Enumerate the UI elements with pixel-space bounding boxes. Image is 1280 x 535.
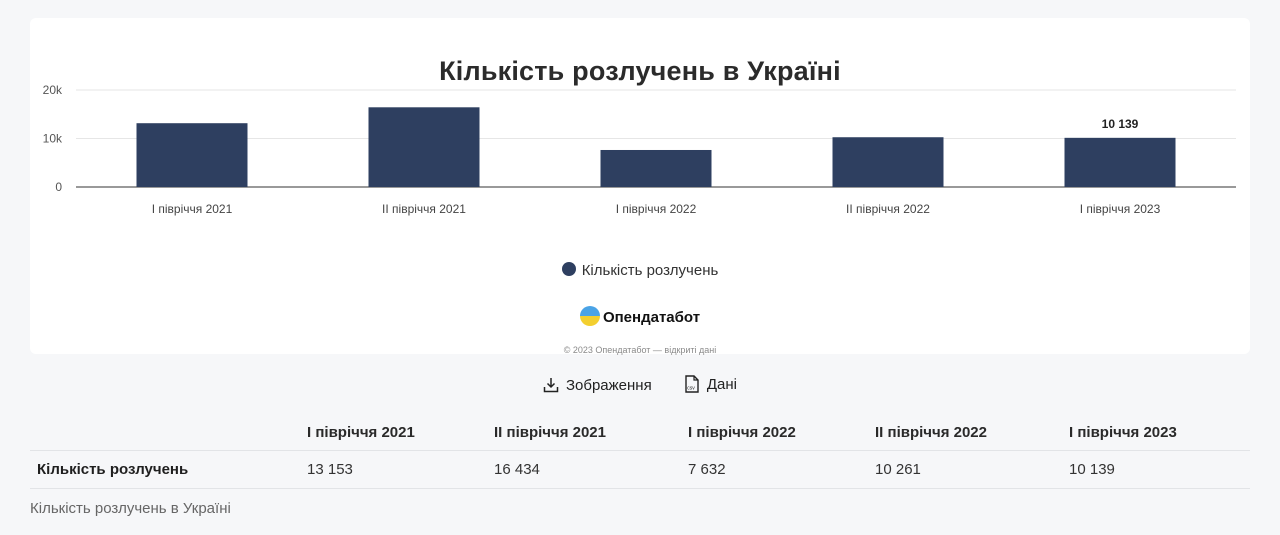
table-cell: 10 261 xyxy=(875,450,1069,489)
table-header: I півріччя 2021 xyxy=(307,414,494,451)
table-cell: 13 153 xyxy=(307,450,494,489)
table-header xyxy=(30,414,307,451)
bar xyxy=(1064,137,1176,187)
brand-logo: Опендатабот xyxy=(30,306,1250,326)
table-header-row: I півріччя 2021 II півріччя 2021 I піврі… xyxy=(30,414,1250,451)
chart-caption: Кількість розлучень в Україні xyxy=(30,500,231,517)
y-tick-label: 0 xyxy=(55,180,62,194)
bar-chart: 0 10k 20k I півріччя 2021 II півріччя 2021 I … xyxy=(43,83,1236,216)
bar xyxy=(832,137,944,187)
bar xyxy=(600,149,712,187)
x-tick-label: I півріччя 2021 xyxy=(152,202,233,216)
download-data-label: Дані xyxy=(706,375,738,393)
brand-name: Опендатабот xyxy=(602,309,701,326)
download-image-button[interactable]: Зображення xyxy=(543,377,652,394)
table-header: I півріччя 2022 xyxy=(688,414,875,451)
x-tick-label: I півріччя 2023 xyxy=(1080,202,1161,216)
table-header: II півріччя 2021 xyxy=(494,414,688,451)
data-label: 10 139 xyxy=(1102,117,1139,131)
bar xyxy=(136,123,248,187)
x-tick-label: II півріччя 2021 xyxy=(382,202,466,216)
chart-legend[interactable]: Кількість розлучень xyxy=(30,262,1250,279)
chart-title: Кількість розлучень в Україні xyxy=(439,56,841,86)
download-actions: Зображення csv Дані xyxy=(0,375,1280,397)
table-header: II півріччя 2022 xyxy=(875,414,1069,451)
svg-text:csv: csv xyxy=(687,386,695,392)
copyright-text: © 2023 Опендатабот — відкриті дані xyxy=(563,345,717,355)
bar xyxy=(368,107,480,187)
x-tick-label: I півріччя 2022 xyxy=(616,202,697,216)
x-tick-label: II півріччя 2022 xyxy=(846,202,930,216)
legend-marker xyxy=(561,262,576,276)
table-cell: 7 632 xyxy=(688,450,875,489)
download-data-button[interactable]: csv Дані xyxy=(684,375,737,393)
table-row-header: Кількість розлучень xyxy=(30,450,307,489)
data-table: I півріччя 2021 II півріччя 2021 I піврі… xyxy=(30,414,1250,489)
table-row: Кількість розлучень 13 153 16 434 7 632 … xyxy=(30,450,1250,489)
y-tick-label: 10k xyxy=(43,132,63,146)
download-icon xyxy=(543,378,559,393)
csv-file-icon: csv xyxy=(685,375,699,393)
legend-label: Кількість розлучень xyxy=(581,262,719,279)
opendatabot-logo-icon xyxy=(579,306,600,326)
y-tick-label: 20k xyxy=(43,83,63,97)
chart-card: Кількість розлучень в Україні 0 10k 20k I п… xyxy=(30,18,1250,355)
table-cell: 16 434 xyxy=(494,450,688,489)
table-cell: 10 139 xyxy=(1069,450,1250,489)
download-image-label: Зображення xyxy=(565,376,652,394)
table-header: I півріччя 2023 xyxy=(1069,414,1250,451)
